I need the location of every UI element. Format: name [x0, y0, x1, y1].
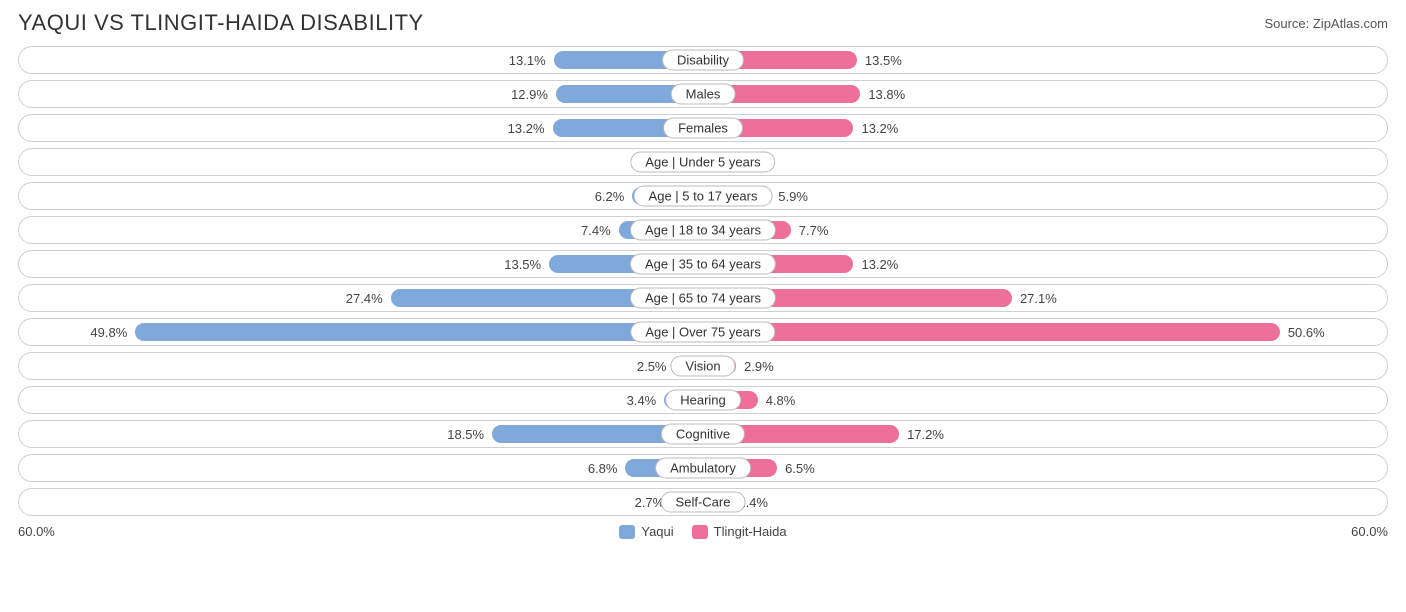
row-right-half: 4.8% [703, 387, 1387, 413]
row-left-half: 3.4% [19, 387, 703, 413]
row-right-half: 5.9% [703, 183, 1387, 209]
row-right-half: 13.5% [703, 47, 1387, 73]
chart-row: 13.2% 13.2% Females [18, 114, 1388, 142]
row-right-half: 2.4% [703, 489, 1387, 515]
row-right-half: 27.1% [703, 285, 1387, 311]
row-right-half: 50.6% [703, 319, 1387, 345]
row-right-half: 1.5% [703, 149, 1387, 175]
right-value-label: 4.8% [758, 393, 804, 408]
row-right-half: 13.2% [703, 115, 1387, 141]
chart-row: 27.4% 27.1% Age | 65 to 74 years [18, 284, 1388, 312]
right-bar [703, 323, 1280, 341]
axis-left-max: 60.0% [18, 524, 55, 539]
right-value-label: 7.7% [791, 223, 837, 238]
row-category-label: Age | 18 to 34 years [630, 220, 776, 241]
row-left-half: 6.2% [19, 183, 703, 209]
left-bar [135, 323, 703, 341]
row-left-half: 27.4% [19, 285, 703, 311]
row-category-label: Vision [670, 356, 735, 377]
chart-row: 6.8% 6.5% Ambulatory [18, 454, 1388, 482]
right-value-label: 13.8% [860, 87, 913, 102]
row-category-label: Self-Care [661, 492, 746, 513]
left-value-label: 13.1% [501, 53, 554, 68]
chart-row: 7.4% 7.7% Age | 18 to 34 years [18, 216, 1388, 244]
chart-area: 13.1% 13.5% Disability 12.9% 13.8% Males 13.2%… [0, 42, 1406, 516]
chart-row: 1.2%1.5%Age | Under 5 years [18, 148, 1388, 176]
left-value-label: 49.8% [82, 325, 135, 340]
row-category-label: Ambulatory [655, 458, 751, 479]
legend-swatch-right [692, 525, 708, 539]
row-category-label: Age | Under 5 years [630, 152, 775, 173]
right-value-label: 6.5% [777, 461, 823, 476]
chart-source: Source: ZipAtlas.com [1264, 16, 1388, 31]
right-value-label: 17.2% [899, 427, 952, 442]
row-category-label: Age | 35 to 64 years [630, 254, 776, 275]
row-category-label: Age | Over 75 years [630, 322, 775, 343]
right-value-label: 50.6% [1280, 325, 1333, 340]
row-left-half: 7.4% [19, 217, 703, 243]
right-value-label: 13.5% [857, 53, 910, 68]
chart-row: 13.5% 13.2% Age | 35 to 64 years [18, 250, 1388, 278]
left-value-label: 13.5% [496, 257, 549, 272]
row-category-label: Hearing [665, 390, 741, 411]
chart-row: 2.5% 2.9%Vision [18, 352, 1388, 380]
chart-footer: 60.0% Yaqui Tlingit-Haida 60.0% [0, 522, 1406, 539]
row-right-half: 13.8% [703, 81, 1387, 107]
right-value-label: 2.9% [736, 359, 782, 374]
left-value-label: 13.2% [500, 121, 553, 136]
chart-row: 2.7%2.4%Self-Care [18, 488, 1388, 516]
chart-row: 18.5% 17.2% Cognitive [18, 420, 1388, 448]
row-left-half: 13.5% [19, 251, 703, 277]
left-value-label: 18.5% [439, 427, 492, 442]
chart-row: 3.4% 4.8% Hearing [18, 386, 1388, 414]
axis-right-max: 60.0% [1351, 524, 1388, 539]
chart-row: 12.9% 13.8% Males [18, 80, 1388, 108]
chart-header: YAQUI VS TLINGIT-HAIDA DISABILITY Source… [0, 0, 1406, 42]
row-category-label: Age | 65 to 74 years [630, 288, 776, 309]
row-left-half: 12.9% [19, 81, 703, 107]
chart-title: YAQUI VS TLINGIT-HAIDA DISABILITY [18, 10, 424, 36]
chart-row: 49.8% 50.6% Age | Over 75 years [18, 318, 1388, 346]
legend-label-right: Tlingit-Haida [714, 524, 787, 539]
row-right-half: 17.2% [703, 421, 1387, 447]
row-category-label: Males [671, 84, 736, 105]
legend-swatch-left [619, 525, 635, 539]
left-value-label: 6.8% [580, 461, 626, 476]
right-value-label: 13.2% [853, 121, 906, 136]
row-category-label: Females [663, 118, 743, 139]
row-left-half: 6.8% [19, 455, 703, 481]
row-left-half: 2.5% [19, 353, 703, 379]
left-value-label: 6.2% [587, 189, 633, 204]
right-value-label: 27.1% [1012, 291, 1065, 306]
row-right-half: 7.7% [703, 217, 1387, 243]
left-value-label: 3.4% [619, 393, 665, 408]
row-left-half: 13.1% [19, 47, 703, 73]
row-right-half: 2.9% [703, 353, 1387, 379]
row-left-half: 2.7% [19, 489, 703, 515]
left-value-label: 7.4% [573, 223, 619, 238]
legend-item-left: Yaqui [619, 524, 673, 539]
legend-item-right: Tlingit-Haida [692, 524, 787, 539]
chart-row: 13.1% 13.5% Disability [18, 46, 1388, 74]
row-left-half: 49.8% [19, 319, 703, 345]
legend-label-left: Yaqui [641, 524, 673, 539]
left-value-label: 27.4% [338, 291, 391, 306]
row-category-label: Cognitive [661, 424, 745, 445]
left-value-label: 12.9% [503, 87, 556, 102]
right-value-label: 5.9% [770, 189, 816, 204]
left-value-label: 2.5% [629, 359, 675, 374]
row-left-half: 1.2% [19, 149, 703, 175]
row-left-half: 18.5% [19, 421, 703, 447]
legend: Yaqui Tlingit-Haida [619, 524, 786, 539]
row-category-label: Age | 5 to 17 years [634, 186, 773, 207]
row-left-half: 13.2% [19, 115, 703, 141]
row-right-half: 6.5% [703, 455, 1387, 481]
chart-row: 6.2% 5.9%Age | 5 to 17 years [18, 182, 1388, 210]
row-category-label: Disability [662, 50, 744, 71]
row-right-half: 13.2% [703, 251, 1387, 277]
right-value-label: 13.2% [853, 257, 906, 272]
